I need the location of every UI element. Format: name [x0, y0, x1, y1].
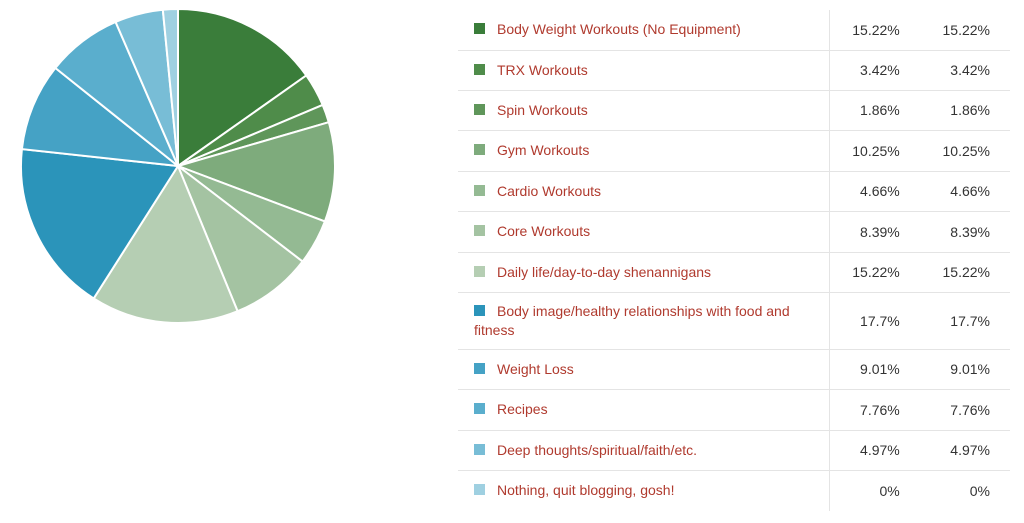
- answer-label[interactable]: Recipes: [497, 401, 548, 417]
- answer-label[interactable]: Core Workouts: [497, 223, 591, 239]
- answer-cell: Daily life/day-to-day shenannigans: [458, 252, 830, 293]
- table-row: TRX Workouts 3.42% 3.42%: [458, 50, 1010, 91]
- answer-cell: Gym Workouts: [458, 130, 830, 172]
- answer-label[interactable]: Nothing, quit blogging, gosh!: [497, 482, 675, 499]
- results-table-body: Body Weight Workouts (No Equipment) 15.22…: [458, 10, 1010, 511]
- legend-swatch: [474, 484, 485, 496]
- legend-swatch: [474, 184, 485, 196]
- answer-label[interactable]: Body image/healthy relationships with fo…: [474, 302, 790, 338]
- percent-cell: 15.22%: [828, 10, 920, 51]
- legend-swatch: [474, 362, 485, 374]
- table-row: Weight Loss 9.01% 9.01%: [458, 349, 1010, 390]
- percent-cell: 17.7%: [828, 292, 920, 350]
- answer-cell: Body Weight Workouts (No Equipment): [458, 10, 830, 51]
- pie-slice-6[interactable]: [92, 163, 239, 324]
- percent-cell-secondary: 1.86%: [919, 90, 1010, 131]
- percent-cell-secondary: 8.39%: [919, 211, 1010, 253]
- pie-chart: [0, 0, 360, 360]
- legend-swatch: [474, 23, 485, 35]
- percent-cell-secondary: 17.7%: [919, 292, 1010, 350]
- pie-slice-remainder[interactable]: [161, 7, 179, 167]
- table-row: Recipes 7.76% 7.76%: [458, 389, 1010, 431]
- percent-cell-secondary: 4.66%: [919, 171, 1010, 212]
- answer-label[interactable]: Deep thoughts/spiritual/faith/etc.: [497, 441, 698, 458]
- percent-cell: 4.66%: [828, 171, 920, 212]
- percent-cell-secondary: 7.76%: [919, 389, 1010, 431]
- answer-cell: Deep thoughts/spiritual/faith/etc.: [458, 430, 830, 471]
- table-row: Nothing, quit blogging, gosh! 0% 0%: [458, 470, 1010, 511]
- legend-swatch: [474, 265, 485, 277]
- results-table: Body Weight Workouts (No Equipment) 15.22…: [458, 10, 1010, 511]
- legend-swatch: [474, 225, 485, 236]
- table-row: Gym Workouts 10.25% 10.25%: [458, 130, 1010, 172]
- pie-slice-3[interactable]: [174, 120, 336, 223]
- table-row: Cardio Workouts 4.66% 4.66%: [458, 171, 1010, 212]
- table-row: Spin Workouts 1.86% 1.86%: [458, 90, 1010, 131]
- table-row: Body Weight Workouts (No Equipment) 15.22…: [458, 10, 1010, 51]
- percent-cell: 8.39%: [828, 211, 920, 253]
- answer-label[interactable]: Body Weight Workouts (No Equipment): [497, 21, 741, 38]
- percent-cell: 4.97%: [828, 430, 920, 471]
- percent-cell: 7.76%: [828, 389, 920, 431]
- legend-swatch: [474, 443, 485, 455]
- percent-cell: 9.01%: [828, 349, 920, 390]
- percent-cell-secondary: 9.01%: [919, 349, 1010, 390]
- legend-swatch: [474, 304, 485, 316]
- answer-label[interactable]: TRX Workouts: [497, 61, 588, 78]
- answer-cell: TRX Workouts: [458, 50, 830, 91]
- answer-cell: Spin Workouts: [458, 90, 830, 131]
- percent-cell: 0%: [828, 470, 920, 511]
- percent-cell: 10.25%: [828, 130, 920, 172]
- percent-cell-secondary: 3.42%: [919, 50, 1010, 91]
- percent-cell-secondary: 4.97%: [919, 430, 1010, 471]
- pie-slice-0[interactable]: [177, 7, 308, 168]
- table-row: Body image/healthy relationships with fo…: [458, 292, 1010, 350]
- answer-label[interactable]: Daily life/day-to-day shenannigans: [497, 263, 712, 280]
- percent-cell-secondary: 15.22%: [919, 10, 1010, 51]
- percent-cell-secondary: 0%: [969, 482, 990, 499]
- legend-swatch: [474, 103, 485, 115]
- answer-cell: Body image/healthy relationships with fo…: [458, 292, 830, 350]
- answer-cell: Weight Loss: [458, 349, 830, 390]
- percent-cell-secondary: 15.22%: [919, 252, 1010, 293]
- legend-swatch: [474, 403, 485, 414]
- percent-cell: 15.22%: [828, 252, 920, 293]
- answer-cell: Nothing, quit blogging, gosh!: [458, 470, 829, 511]
- pie-slice-8[interactable]: [20, 66, 182, 168]
- legend-swatch: [474, 63, 485, 75]
- answer-label[interactable]: Gym Workouts: [497, 142, 590, 158]
- answer-cell: Recipes: [458, 389, 830, 431]
- percent-cell: 3.42%: [828, 50, 920, 91]
- answer-label[interactable]: Cardio Workouts: [497, 182, 602, 199]
- answer-cell: Core Workouts: [458, 211, 830, 253]
- percent-cell: 1.86%: [828, 90, 920, 131]
- answer-cell: Cardio Workouts: [458, 171, 830, 212]
- pie-slice-7[interactable]: [20, 147, 180, 300]
- table-row: Core Workouts 8.39% 8.39%: [458, 211, 1010, 253]
- table-row: Deep thoughts/spiritual/faith/etc. 4.97% 4…: [458, 430, 1010, 471]
- answer-label[interactable]: Weight Loss: [497, 360, 574, 377]
- table-row: Daily life/day-to-day shenannigans 15.22%…: [458, 252, 1010, 293]
- legend-swatch: [474, 144, 485, 155]
- answer-label[interactable]: Spin Workouts: [497, 101, 588, 118]
- percent-cell-secondary: 10.25%: [919, 130, 1010, 172]
- pie-chart-svg: [20, 7, 336, 324]
